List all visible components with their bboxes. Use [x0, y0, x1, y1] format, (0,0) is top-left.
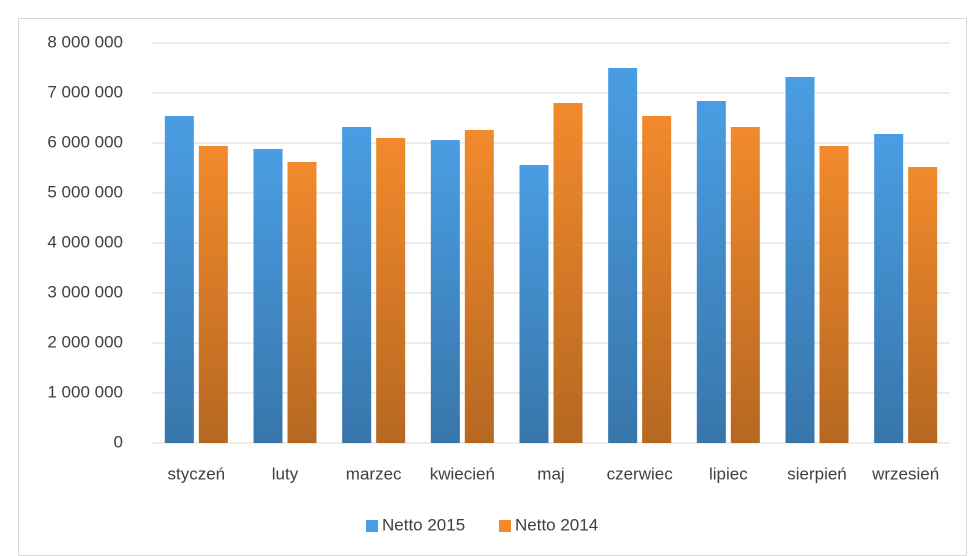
bar	[819, 146, 849, 443]
bar	[253, 149, 283, 443]
bar	[164, 116, 194, 443]
bar	[553, 103, 583, 443]
legend-label: Netto 2014	[515, 515, 598, 534]
x-tick-label: sierpień	[787, 464, 847, 483]
y-tick-label: 1 000 000	[47, 382, 123, 401]
bar	[696, 101, 726, 443]
x-tick-label: wrzesień	[871, 464, 939, 483]
y-tick-label: 6 000 000	[47, 132, 123, 151]
y-tick-label: 3 000 000	[47, 282, 123, 301]
bar	[287, 162, 317, 443]
bar	[874, 134, 904, 443]
bar	[730, 127, 760, 443]
bar	[342, 127, 372, 443]
y-tick-label: 5 000 000	[47, 182, 123, 201]
x-tick-label: lipiec	[709, 464, 748, 483]
legend-label: Netto 2015	[382, 515, 465, 534]
x-tick-label: maj	[537, 464, 564, 483]
y-tick-label: 0	[114, 432, 123, 451]
bar	[198, 146, 228, 443]
bar	[642, 116, 672, 443]
legend-swatch	[366, 520, 378, 532]
x-tick-label: kwiecień	[430, 464, 495, 483]
y-tick-label: 8 000 000	[47, 32, 123, 51]
bar	[908, 167, 938, 443]
x-tick-label: luty	[272, 464, 299, 483]
bar	[430, 140, 460, 443]
bar	[785, 77, 815, 443]
legend-swatch	[499, 520, 511, 532]
bar	[519, 165, 549, 443]
y-tick-label: 7 000 000	[47, 82, 123, 101]
bar	[464, 130, 494, 443]
y-tick-label: 2 000 000	[47, 332, 123, 351]
y-tick-label: 4 000 000	[47, 232, 123, 251]
bar	[608, 68, 638, 443]
x-tick-label: marzec	[346, 464, 402, 483]
x-tick-label: czerwiec	[607, 464, 674, 483]
bar	[376, 138, 406, 443]
x-tick-label: styczeń	[168, 464, 226, 483]
